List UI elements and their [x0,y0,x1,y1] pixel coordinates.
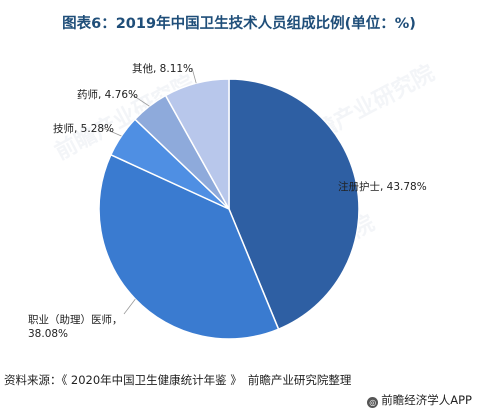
slice-label: 药师, 4.76% [77,88,138,101]
pie-slices [98,78,360,340]
leader-line [102,127,122,137]
footer-brand: ◎ 前瞻经济学人APP [367,392,472,408]
footer-brand-text: 前瞻经济学人APP [381,393,472,407]
slice-label: 其他, 8.11% [132,62,193,75]
slice-label: 技师, 5.28% [53,122,114,135]
leader-lines [102,67,197,315]
pie-slice [98,153,280,340]
slice-label: 注册护士, 43.78% [338,180,427,193]
leader-line [130,93,150,107]
slice-label: 职业（助理）医师， 38.08% [28,313,123,340]
chart-title: 图表6：2019年中国卫生技术人员组成比例(单位：%) [62,16,416,32]
source-org: 前瞻产业研究院整理 [247,373,352,387]
leader-line [191,67,197,84]
qianzhan-logo-icon: ◎ [367,397,379,408]
source-book: 《 2020年中国卫生健康统计年鉴 》 [61,373,242,387]
pie-slice [228,78,360,331]
pie-slice [164,78,230,212]
source-note: 资料来源：《 2020年中国卫生健康统计年鉴 》前瞻产业研究院整理 [4,372,351,388]
leader-line [123,298,136,315]
source-prefix: 资料来源： [4,373,62,387]
data-labels: 注册护士, 43.78% 职业（助理）医师， 38.08% 技师, 5.28% 药师, … [28,62,427,340]
